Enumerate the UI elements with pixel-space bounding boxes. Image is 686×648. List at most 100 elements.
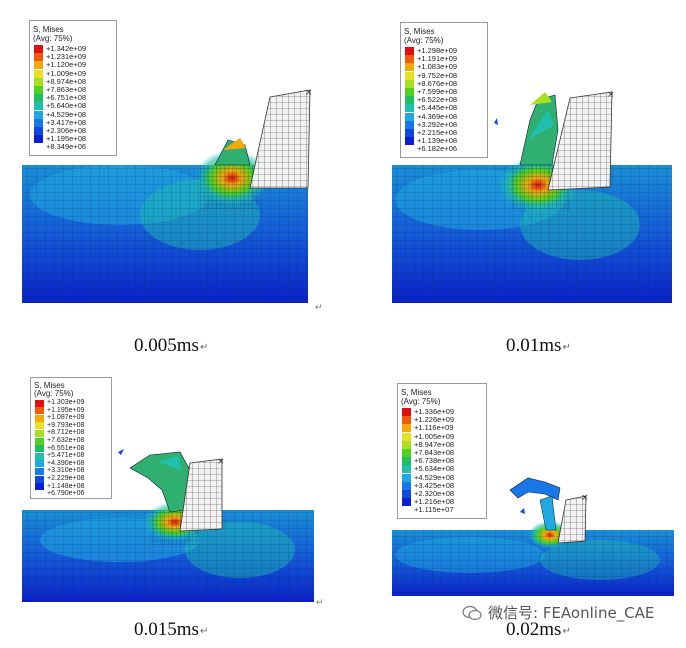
- legend-value: +1.083e+09: [417, 62, 458, 72]
- legend-value: +4.369e+08: [417, 111, 458, 121]
- legend-entry: +7.632e+08: [35, 437, 84, 445]
- legend-entry: +3.417e+08: [34, 117, 87, 127]
- legend-swatch: [402, 481, 411, 490]
- legend-entry: +1.195e+08: [34, 135, 86, 144]
- legend-swatch: [405, 79, 414, 88]
- legend-title: S, Mises: [33, 25, 64, 34]
- legend-swatch: [35, 483, 44, 491]
- legend-value: +5.445e+08: [417, 103, 458, 113]
- legend-value: +2.306e+08: [46, 126, 87, 135]
- legend-value: +7.863e+08: [46, 85, 87, 94]
- legend-swatch: [35, 407, 44, 415]
- legend-value: +6.182e+06: [417, 144, 458, 154]
- legend-value: +1.336e+09: [414, 407, 455, 416]
- legend-entry: +1.191e+09: [405, 54, 458, 64]
- legend-entry: +6.738e+08: [402, 456, 455, 466]
- legend-entry: +7.599e+08: [405, 88, 457, 96]
- caption-panel-1: 0.005ms↵: [134, 335, 208, 357]
- legend-entry: +4.369e+08: [405, 111, 458, 121]
- legend-panel-3: S, Mises (Avg: 75%) +1.303e+09 +1.195e+09…: [30, 377, 112, 499]
- legend-value: +5.471e+08: [47, 452, 85, 460]
- legend-value: +1.087e+09: [47, 414, 85, 422]
- legend-swatch: [405, 145, 414, 153]
- legend-swatch: [35, 475, 44, 483]
- legend-swatch: [34, 45, 43, 53]
- legend-swatch: [402, 440, 411, 449]
- legend-entry: +9.752e+08: [405, 70, 458, 80]
- legend-entry: +8.349e+06: [34, 143, 86, 151]
- legend-value: +1.298e+09: [417, 46, 458, 55]
- legend-swatch: [402, 449, 411, 457]
- legend-value: +6.751e+08: [46, 93, 87, 103]
- legend-value: +6.738e+08: [414, 456, 455, 466]
- legend-entry: +1.342e+09: [34, 45, 86, 53]
- legend-entry: +4.390e+08: [35, 460, 84, 468]
- legend-entry: +3.292e+08: [405, 120, 457, 129]
- legend-value: +6.790e+06: [47, 490, 85, 498]
- svg-text:×: ×: [581, 493, 589, 503]
- legend-swatch: [35, 437, 44, 445]
- legend-swatch: [34, 61, 43, 70]
- legend-swatch: [35, 452, 44, 460]
- caption-text: 0.02ms: [506, 619, 562, 640]
- legend-value: +2.320e+08: [414, 489, 455, 498]
- legend-entry: +5.640e+08: [34, 102, 86, 111]
- legend-swatch: [34, 86, 43, 94]
- legend-entry: +1.226e+09: [402, 416, 454, 425]
- legend-swatch: [34, 143, 43, 151]
- legend-entry: +1.087e+09: [35, 414, 84, 422]
- legend-entry: +1.231e+09: [34, 53, 86, 62]
- legend-entry: +4.529e+08: [402, 473, 454, 482]
- paragraph-mark-icon: ↵: [562, 342, 571, 353]
- wechat-icon: [462, 605, 482, 620]
- legend-entry: +1.083e+09: [405, 62, 458, 72]
- legend-swatch: [34, 102, 43, 111]
- legend-swatch: [34, 69, 43, 78]
- legend-swatch: [405, 96, 414, 105]
- legend-entry: +1.009e+09: [34, 69, 86, 78]
- legend-swatch: [405, 104, 414, 113]
- legend-value: +8.676e+08: [417, 78, 458, 88]
- legend-entry: +2.306e+08: [34, 127, 86, 135]
- legend-value: +3.425e+08: [414, 480, 455, 490]
- legend-value: +3.417e+08: [46, 117, 87, 127]
- svg-text:×: ×: [217, 457, 225, 467]
- legend-swatch: [35, 422, 44, 430]
- caption-panel-3: 0.015ms↵: [134, 619, 208, 641]
- legend-subtitle: (Avg: 75%): [33, 34, 73, 43]
- caption-text: 0.015ms: [134, 619, 199, 640]
- legend-value: +8.947e+08: [414, 439, 455, 449]
- legend-swatch: [35, 429, 44, 437]
- legend-value: +4.390e+08: [47, 459, 85, 467]
- legend-swatch: [405, 137, 414, 146]
- legend-swatch: [34, 94, 43, 103]
- legend-swatch: [405, 47, 414, 55]
- legend-subtitle: (Avg: 75%): [34, 389, 74, 398]
- legend-swatch: [34, 127, 43, 135]
- legend-swatch: [402, 490, 411, 498]
- legend-entry: +6.522e+08: [405, 96, 457, 105]
- legend-swatch: [402, 473, 411, 482]
- paragraph-mark-icon: ↵: [315, 302, 323, 312]
- legend-value: +1.195e+09: [47, 406, 85, 414]
- legend-entry: +7.843e+08: [402, 449, 454, 457]
- legend-panel-1: S, Mises (Avg: 75%) +1.342e+09 +1.231e+09…: [29, 20, 117, 156]
- legend-entry: +2.320e+08: [402, 490, 454, 498]
- legend-swatch: [405, 71, 414, 80]
- legend-value: +1.139e+08: [417, 136, 458, 146]
- workpiece-panel-3: ×: [22, 449, 314, 602]
- legend-swatch: [402, 416, 411, 425]
- legend-entry: +1.139e+08: [405, 136, 458, 146]
- legend-value: +9.752e+08: [417, 70, 458, 80]
- legend-entry: +1.116e+09: [402, 424, 454, 433]
- legend-entry: +2.215e+08: [405, 129, 457, 137]
- paragraph-mark-icon: ↵: [199, 342, 209, 353]
- legend-entry: +6.551e+08: [35, 445, 84, 453]
- legend-value: +1.120e+09: [46, 60, 87, 70]
- legend-swatch: [34, 118, 43, 127]
- caption-panel-4: 0.02ms↵: [506, 619, 571, 641]
- legend-entry: +1.005e+09: [402, 432, 454, 441]
- legend-value: +1.191e+09: [417, 54, 458, 64]
- legend-value: +7.843e+08: [414, 448, 455, 457]
- legend-value: +8.349e+06: [46, 142, 87, 152]
